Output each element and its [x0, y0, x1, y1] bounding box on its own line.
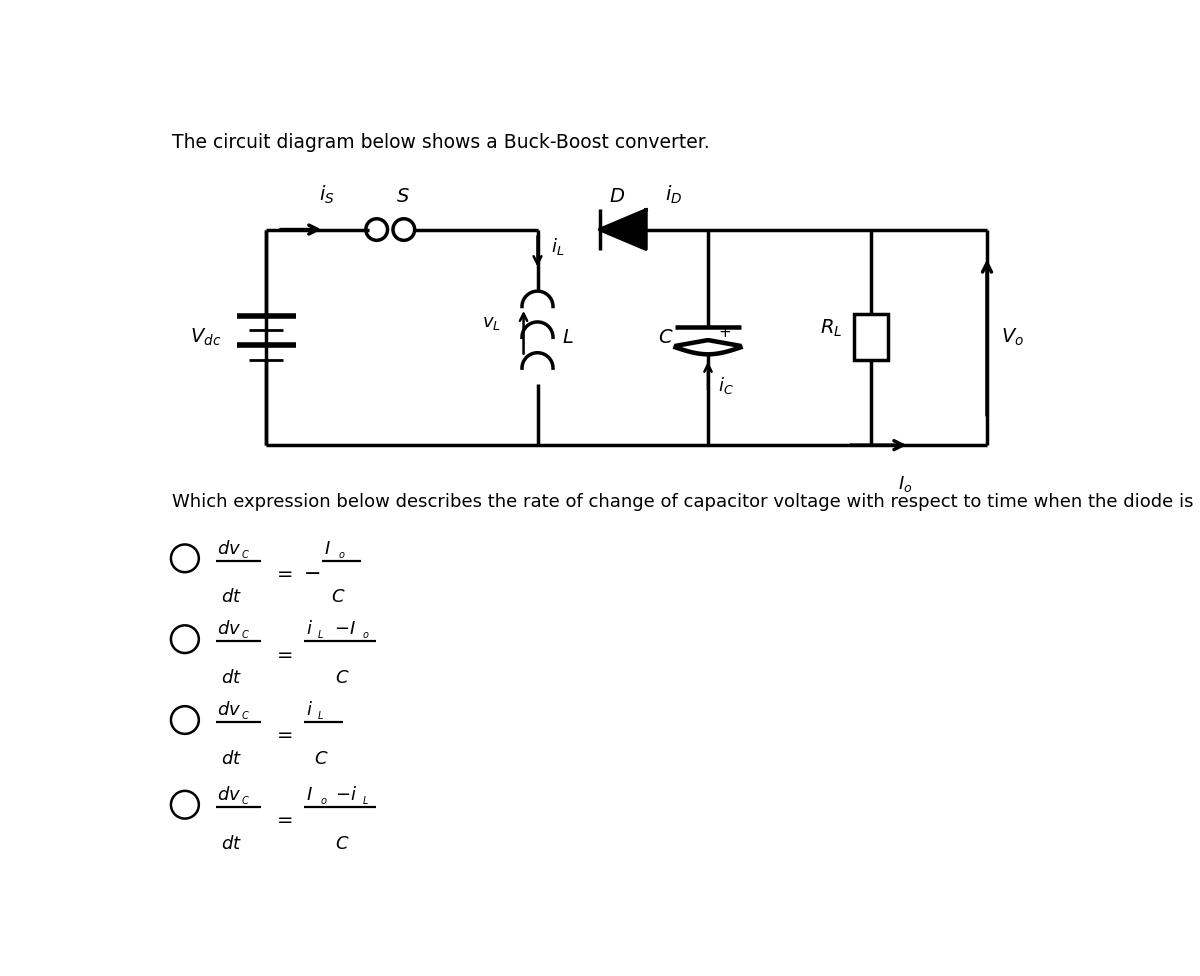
Text: $=$: $=$ [274, 643, 293, 663]
Text: $=$: $=$ [274, 724, 293, 744]
Text: $_{C}$: $_{C}$ [241, 793, 251, 807]
Text: $dv$: $dv$ [217, 786, 241, 804]
Text: Which expression below describes the rate of change of capacitor voltage with re: Which expression below describes the rat… [172, 493, 1200, 510]
Text: $i$: $i$ [306, 702, 313, 719]
Text: $I$: $I$ [306, 786, 313, 804]
Text: $dt$: $dt$ [221, 834, 241, 853]
Text: $_{o}$: $_{o}$ [362, 628, 370, 641]
Text: $R_L$: $R_L$ [821, 317, 842, 339]
Text: $D$: $D$ [608, 187, 624, 207]
Text: $_{L}$: $_{L}$ [317, 628, 324, 641]
Text: $dt$: $dt$ [221, 751, 241, 768]
Text: $=$: $=$ [274, 563, 293, 582]
Text: The circuit diagram below shows a Buck-Boost converter.: The circuit diagram below shows a Buck-B… [172, 134, 709, 152]
Text: $V_o$: $V_o$ [1001, 327, 1024, 348]
Text: $i_C$: $i_C$ [718, 375, 734, 395]
Text: $C$: $C$ [335, 834, 349, 853]
Text: $-i$: $-i$ [335, 786, 358, 804]
Text: $dv$: $dv$ [217, 540, 241, 557]
Text: $_{L}$: $_{L}$ [317, 709, 324, 722]
Text: $+$: $+$ [718, 325, 731, 341]
Text: $_{o}$: $_{o}$ [319, 793, 328, 807]
Text: $=$: $=$ [274, 809, 293, 828]
Text: $_{L}$: $_{L}$ [361, 793, 368, 807]
Text: $-I$: $-I$ [334, 621, 355, 638]
Text: $i$: $i$ [306, 621, 313, 638]
Text: $v_L$: $v_L$ [481, 314, 500, 333]
Text: $_{o}$: $_{o}$ [337, 547, 346, 560]
Text: $C$: $C$ [335, 670, 349, 687]
Text: $dv$: $dv$ [217, 702, 241, 719]
Text: $_{C}$: $_{C}$ [241, 547, 251, 560]
Text: $C$: $C$ [331, 589, 346, 606]
Text: $C$: $C$ [313, 751, 328, 768]
Text: $dv$: $dv$ [217, 621, 241, 638]
Text: $S$: $S$ [396, 187, 410, 207]
Bar [853, 314, 888, 360]
Text: $dt$: $dt$ [221, 670, 241, 687]
Text: $I_o$: $I_o$ [898, 474, 912, 495]
Text: $_{C}$: $_{C}$ [241, 628, 251, 641]
Text: $-$: $-$ [302, 562, 320, 583]
Text: $i_S$: $i_S$ [319, 184, 335, 207]
Text: $i_L$: $i_L$ [552, 236, 565, 257]
Text: $_{C}$: $_{C}$ [241, 709, 251, 722]
Text: $dt$: $dt$ [221, 589, 241, 606]
Text: $I$: $I$ [324, 540, 330, 557]
Text: $C$: $C$ [658, 328, 673, 346]
Text: $L$: $L$ [563, 328, 574, 346]
Text: $i_D$: $i_D$ [665, 184, 683, 207]
Text: $V_{dc}$: $V_{dc}$ [190, 327, 221, 348]
Polygon shape [600, 210, 646, 249]
